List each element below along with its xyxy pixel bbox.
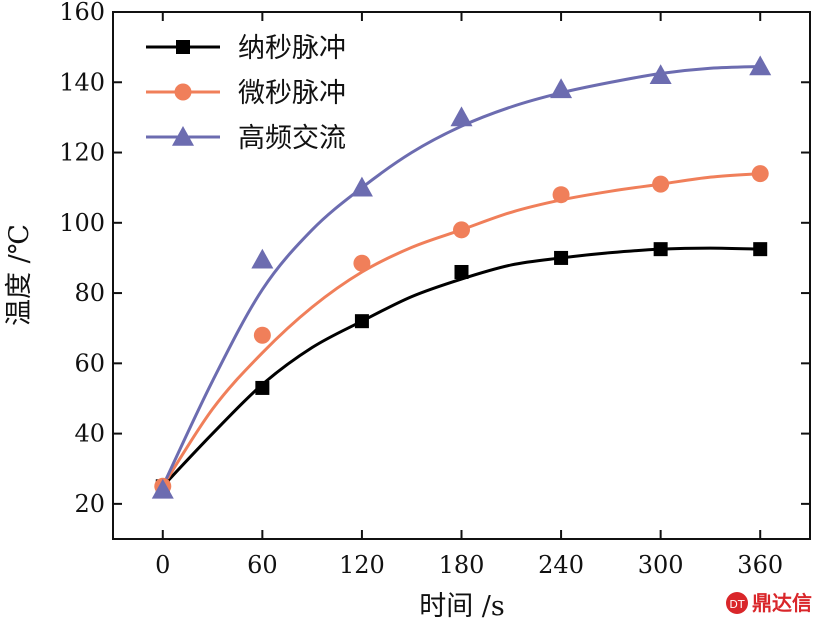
- y-tick-label: 20: [74, 490, 105, 518]
- series-3-point: [550, 78, 573, 99]
- x-tick-label: 0: [155, 551, 170, 579]
- legend-label: 纳秒脉冲: [238, 33, 346, 64]
- y-tick-label: 80: [74, 279, 105, 307]
- series-1-point: [554, 250, 569, 265]
- x-tick-label: 180: [439, 551, 485, 579]
- y-tick-label: 140: [59, 68, 105, 96]
- series-1-point: [454, 264, 469, 279]
- y-tick-label: 60: [74, 349, 105, 377]
- series-3-point: [450, 106, 473, 127]
- x-tick-label: 120: [339, 551, 385, 579]
- watermark-seal-icon: [726, 592, 748, 614]
- x-tick-label: 360: [737, 551, 783, 579]
- series-2-fit-line: [161, 172, 761, 488]
- legend-marker: [172, 126, 194, 146]
- series-1-fit-line: [161, 246, 761, 488]
- data-markers: [151, 55, 772, 499]
- y-tick-label: 100: [59, 209, 105, 237]
- series-2-point: [652, 175, 670, 193]
- series-1-point: [354, 314, 369, 329]
- legend-marker: [176, 40, 190, 54]
- series-2-point: [453, 221, 470, 239]
- series-2-point: [253, 326, 271, 344]
- x-axis-label: 时间 /s: [419, 591, 505, 622]
- series-3-point: [251, 248, 274, 269]
- watermark-text: 鼎达信: [752, 591, 812, 615]
- series-2-point: [751, 165, 769, 183]
- x-tick-label: 240: [538, 551, 584, 579]
- series-1-point: [255, 380, 270, 395]
- series-3-point: [749, 55, 772, 76]
- x-tick-label: 60: [247, 551, 278, 579]
- series-3-point: [350, 176, 373, 197]
- legend-label: 微秒脉冲: [238, 78, 346, 109]
- y-tick-label: 160: [59, 0, 105, 26]
- series-1-point: [653, 242, 668, 257]
- watermark-seal-text: DT: [729, 598, 744, 611]
- series-1-point: [753, 242, 768, 257]
- series-3-point: [649, 64, 672, 85]
- y-tick-label: 40: [74, 420, 105, 448]
- watermark: DT 鼎达信: [726, 591, 812, 615]
- legend-marker: [174, 83, 192, 101]
- legend-label: 高频交流: [238, 123, 346, 154]
- series-2-point: [353, 254, 371, 272]
- y-axis-ticks: 20 40 60 80 100 120 140 160: [59, 0, 810, 518]
- y-axis-label: 温度 /℃: [4, 224, 35, 326]
- series-2-point: [552, 186, 570, 204]
- series-3-point: [151, 478, 174, 499]
- x-tick-label: 300: [638, 551, 684, 579]
- y-tick-label: 120: [59, 139, 105, 167]
- x-axis-ticks: 0 60 120 180 240 300 360: [155, 12, 783, 579]
